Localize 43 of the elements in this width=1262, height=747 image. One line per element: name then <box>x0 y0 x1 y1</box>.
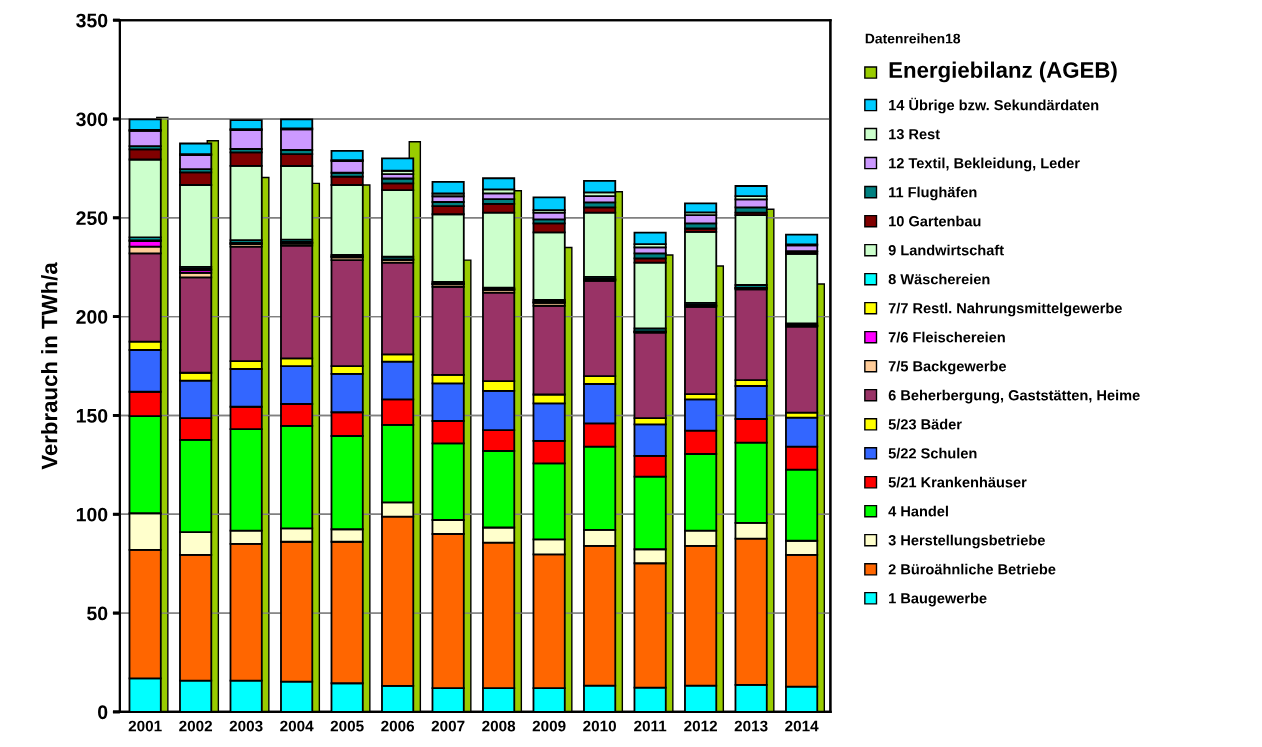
legend-label: 7/6 Fleischereien <box>888 331 1005 343</box>
x-tick-label: 2011 <box>634 720 667 732</box>
legend-label: 13 Rest <box>889 129 940 140</box>
y-tick-label: 0 <box>98 705 108 720</box>
legend-label: 5/21 Krankenhäuser <box>888 476 1027 488</box>
legend-label: 7/7 Restl. Nahrungsmittelgewerbe <box>888 302 1122 317</box>
x-tick-label: 2002 <box>179 720 213 732</box>
y-tick-label: 200 <box>76 310 108 324</box>
legend-label: 4 Handel <box>888 505 948 517</box>
x-tick-label: 2010 <box>583 720 616 732</box>
y-tick-label: 250 <box>76 211 108 226</box>
legend-label: 9 Landwirtschaft <box>888 244 1004 256</box>
y-tick-label: 100 <box>76 507 108 522</box>
x-tick-label: 2004 <box>280 720 314 732</box>
legend-label: 6 Beherbergung, Gaststätten, Heime <box>888 389 1140 404</box>
legend-label: 10 Gartenbau <box>889 215 981 227</box>
legend-label: 8 Wäschereien <box>888 273 990 285</box>
x-tick-label: 2005 <box>330 720 364 732</box>
legend-label: 5/22 Schulen <box>888 447 977 459</box>
legend-label: 3 Herstellungsbetriebe <box>888 534 1045 549</box>
x-tick-label: 2008 <box>482 720 516 732</box>
x-tick-label: 2013 <box>734 720 768 732</box>
x-tick-label: 2006 <box>381 720 415 732</box>
y-tick-label: 300 <box>76 112 108 127</box>
legend-title: Datenreihen18 <box>865 33 961 44</box>
x-tick-label: 2003 <box>229 720 263 732</box>
y-tick-label: 50 <box>87 606 108 621</box>
legend-label: 1 Baugewerbe <box>889 592 987 607</box>
legend-label: 14 Übrige bzw. Sekundärdaten <box>889 97 1099 114</box>
legend-label: 5/23 Bäder <box>888 418 962 430</box>
x-tick-label: 2007 <box>431 720 465 732</box>
x-tick-label: 2001 <box>128 720 162 732</box>
x-tick-label: 2009 <box>532 720 566 732</box>
legend-label: 12 Textil, Bekleidung, Leder <box>889 157 1080 172</box>
legend-label: 11 Flughäfen <box>889 186 977 201</box>
legend-label: 2 Büroähnliche Betriebe <box>888 563 1056 575</box>
y-tick-label: 350 <box>76 13 108 28</box>
y-tick-label: 150 <box>76 408 108 423</box>
legend-label: Energiebilanz (AGEB) <box>889 61 1117 83</box>
legend-label: 7/5 Backgewerbe <box>888 360 1007 375</box>
x-tick-label: 2012 <box>684 720 717 732</box>
x-tick-label: 2014 <box>785 720 819 732</box>
y-axis-title: Verbrauch in TWh/a <box>41 262 58 470</box>
